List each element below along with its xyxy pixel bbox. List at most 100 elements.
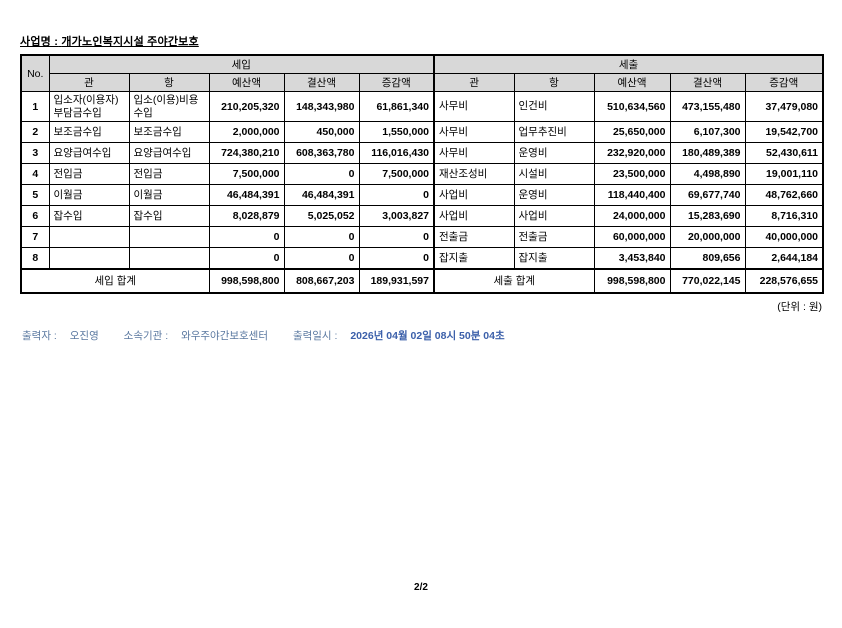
amount-cell: 2,644,184	[744, 247, 824, 269]
amount-cell: 25,650,000	[593, 121, 671, 143]
amount-cell: 20,000,000	[669, 226, 746, 248]
category-cell	[48, 247, 130, 269]
group-header-row: No. 세입 세출	[20, 54, 824, 92]
category-cell: 잡지출	[433, 247, 515, 269]
amount-cell: 809,656	[669, 247, 746, 269]
category-cell: 요양급여수입	[48, 142, 130, 164]
amount-cell: 0	[208, 247, 285, 269]
revenue-group-header: 세입	[48, 54, 435, 74]
amount-cell: 19,542,700	[744, 121, 824, 143]
expenditure-change-header: 증감액	[744, 73, 824, 92]
expenditure-settlement-header: 결산액	[669, 73, 746, 92]
amount-cell: 24,000,000	[593, 205, 671, 227]
expenditure-total-label: 세출 합계	[433, 267, 595, 293]
amount-cell: 0	[283, 163, 360, 185]
amount-cell: 1,550,000	[358, 121, 435, 143]
amount-cell: 46,484,391	[283, 184, 360, 206]
amount-cell: 724,380,210	[208, 142, 285, 164]
category-cell: 이월금	[128, 184, 210, 206]
category-cell: 입소(이용)비용 수입	[128, 91, 210, 122]
amount-cell: 5,025,052	[283, 205, 360, 227]
report-title: 사업명 : 개가노인복지시설 주야간보호	[20, 33, 216, 49]
amount-cell: 6,107,300	[669, 121, 746, 143]
category-cell: 사무비	[433, 142, 515, 164]
category-cell: 운영비	[513, 184, 595, 206]
row-number-cell: 5	[20, 184, 50, 206]
amount-cell: 48,762,660	[744, 184, 824, 206]
category-cell: 재산조성비	[433, 163, 515, 185]
amount-cell: 148,343,980	[283, 91, 360, 122]
amount-cell: 232,920,000	[593, 142, 671, 164]
report-title-value: 개가노인복지시설 주야간보호	[61, 36, 199, 48]
row-number-cell: 4	[20, 163, 50, 185]
org-label: 소속기관 :	[123, 329, 169, 342]
table-row: 1 입소자(이용자) 부담금수입 입소(이용)비용 수입 210,205,320 148…	[20, 91, 824, 122]
printer-label: 출력자 :	[22, 329, 57, 342]
amount-cell: 608,363,780	[283, 142, 360, 164]
row-number-cell: 7	[20, 226, 50, 248]
row-number-cell: 6	[20, 205, 50, 227]
revenue-total-amount: 189,931,597	[358, 267, 435, 293]
category-cell: 전입금	[48, 163, 130, 185]
category-cell	[48, 226, 130, 248]
printer-name: 오진영	[69, 329, 99, 342]
category-cell: 보조금수입	[48, 121, 130, 143]
amount-cell: 0	[283, 226, 360, 248]
revenue-total-label: 세입 합계	[20, 267, 210, 293]
amount-cell: 23,500,000	[593, 163, 671, 185]
no-column-header: No.	[20, 54, 50, 92]
amount-cell: 510,634,560	[593, 91, 671, 122]
amount-cell: 60,000,000	[593, 226, 671, 248]
amount-cell: 3,453,840	[593, 247, 671, 269]
category-cell: 입소자(이용자) 부담금수입	[48, 91, 130, 122]
category-cell: 사무비	[433, 91, 515, 122]
category-cell: 사업비	[513, 205, 595, 227]
amount-cell: 46,484,391	[208, 184, 285, 206]
category-cell: 잡지출	[513, 247, 595, 269]
category-cell: 운영비	[513, 142, 595, 164]
report-title-label: 사업명 :	[20, 36, 59, 48]
amount-cell: 4,498,890	[669, 163, 746, 185]
amount-cell: 0	[358, 247, 435, 269]
table-row: 2 보조금수입 보조금수입 2,000,000 450,000 1,550,000 사무비 업…	[20, 121, 824, 143]
expenditure-hang-header: 항	[513, 73, 595, 92]
revenue-hang-header: 항	[128, 73, 210, 92]
category-cell: 보조금수입	[128, 121, 210, 143]
row-number-cell: 2	[20, 121, 50, 143]
revenue-total-amount: 808,667,203	[283, 267, 360, 293]
category-cell: 잡수입	[128, 205, 210, 227]
category-cell: 전출금	[513, 226, 595, 248]
category-cell: 전입금	[128, 163, 210, 185]
table-row: 5 이월금 이월금 46,484,391 46,484,391 0 사업비 운영비 118,44…	[20, 184, 824, 206]
table-row: 8 0 0 0 잡지출 잡지출 3,453,840 809,656 2,644,184	[20, 247, 824, 269]
amount-cell: 0	[283, 247, 360, 269]
amount-cell: 8,028,879	[208, 205, 285, 227]
revenue-gwan-header: 관	[48, 73, 130, 92]
table-row: 7 0 0 0 전출금 전출금 60,000,000 20,000,000 40,000,000	[20, 226, 824, 248]
category-cell: 이월금	[48, 184, 130, 206]
revenue-settlement-header: 결산액	[283, 73, 360, 92]
row-number-cell: 1	[20, 91, 50, 122]
category-cell: 사업비	[433, 184, 515, 206]
expenditure-group-header: 세출	[432, 54, 824, 74]
amount-cell: 37,479,080	[744, 91, 824, 122]
table-row: 3 요양급여수입 요양급여수입 724,380,210 608,363,780 116,0…	[20, 142, 824, 164]
revenue-change-header: 증감액	[358, 73, 435, 92]
expenditure-gwan-header: 관	[433, 73, 515, 92]
amount-cell: 0	[358, 184, 435, 206]
amount-cell: 61,861,340	[358, 91, 435, 122]
category-cell: 사업비	[433, 205, 515, 227]
page-number: 2/2	[414, 582, 428, 593]
amount-cell: 2,000,000	[208, 121, 285, 143]
revenue-budget-header: 예산액	[208, 73, 285, 92]
amount-cell: 473,155,480	[669, 91, 746, 122]
category-cell: 전출금	[433, 226, 515, 248]
row-number-cell: 3	[20, 142, 50, 164]
amount-cell: 7,500,000	[358, 163, 435, 185]
amount-cell: 8,716,310	[744, 205, 824, 227]
amount-cell: 118,440,400	[593, 184, 671, 206]
amount-cell: 0	[208, 226, 285, 248]
category-cell: 시설비	[513, 163, 595, 185]
amount-cell: 116,016,430	[358, 142, 435, 164]
datetime-label: 출력일시 :	[292, 329, 338, 342]
